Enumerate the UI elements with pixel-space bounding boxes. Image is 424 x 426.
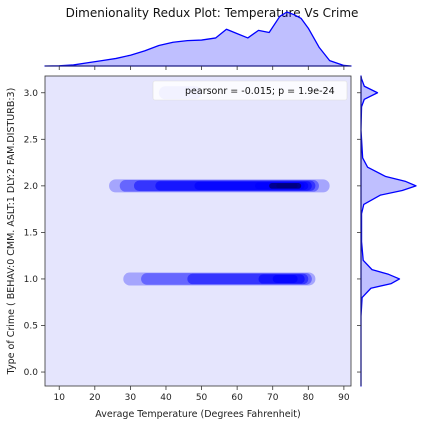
y-axis-label: Type of Crime ( BEHAV:0 CMM. ASLT:1 DLY:… [6, 88, 17, 376]
x-tick-label: 90 [338, 393, 350, 403]
x-tick-label: 80 [303, 393, 315, 403]
legend-annotation: pearsonr = -0.015; p = 1.9e-24 [185, 86, 335, 97]
x-axis-label: Average Temperature (Degrees Fahrenheit) [95, 409, 300, 420]
plot-frame [44, 75, 352, 387]
kde-contour-level [276, 183, 298, 189]
x-tick-label: 10 [54, 393, 66, 403]
x-tick-label: 40 [160, 393, 172, 403]
y-axis-ticks: 0.0 0.5 1.0 1.5 2.0 2.5 3.0 [24, 89, 361, 378]
y-tick-label: 2.0 [24, 182, 39, 192]
legend: pearsonr = -0.015; p = 1.9e-24 [152, 80, 348, 101]
x-tick-label: 20 [89, 393, 101, 403]
plot-background [45, 76, 351, 386]
y-tick-label: 1.5 [24, 228, 38, 238]
x-tick-label: 50 [196, 393, 208, 403]
kde-contour-level [272, 274, 298, 283]
x-tick-label: 60 [231, 393, 243, 403]
y-tick-label: 1.0 [24, 275, 39, 285]
chart-title: Dimenionality Redux Plot: Temperature Vs… [66, 6, 359, 20]
marginal-y-density [360, 75, 417, 387]
y-tick-label: 2.5 [24, 135, 38, 145]
right-marginal-kde [360, 75, 417, 387]
kde-contours [109, 86, 330, 286]
y-tick-label: 0.5 [24, 321, 38, 331]
y-tick-label: 3.0 [24, 89, 39, 99]
legend-box [152, 80, 348, 101]
x-tick-label: 30 [125, 393, 137, 403]
top-marginal-kde [44, 11, 352, 67]
marginal-x-density [44, 11, 352, 67]
x-tick-label: 70 [267, 393, 279, 403]
x-axis-ticks: 10 20 30 40 50 60 70 80 90 [54, 66, 350, 403]
y-tick-label: 0.0 [24, 368, 39, 378]
